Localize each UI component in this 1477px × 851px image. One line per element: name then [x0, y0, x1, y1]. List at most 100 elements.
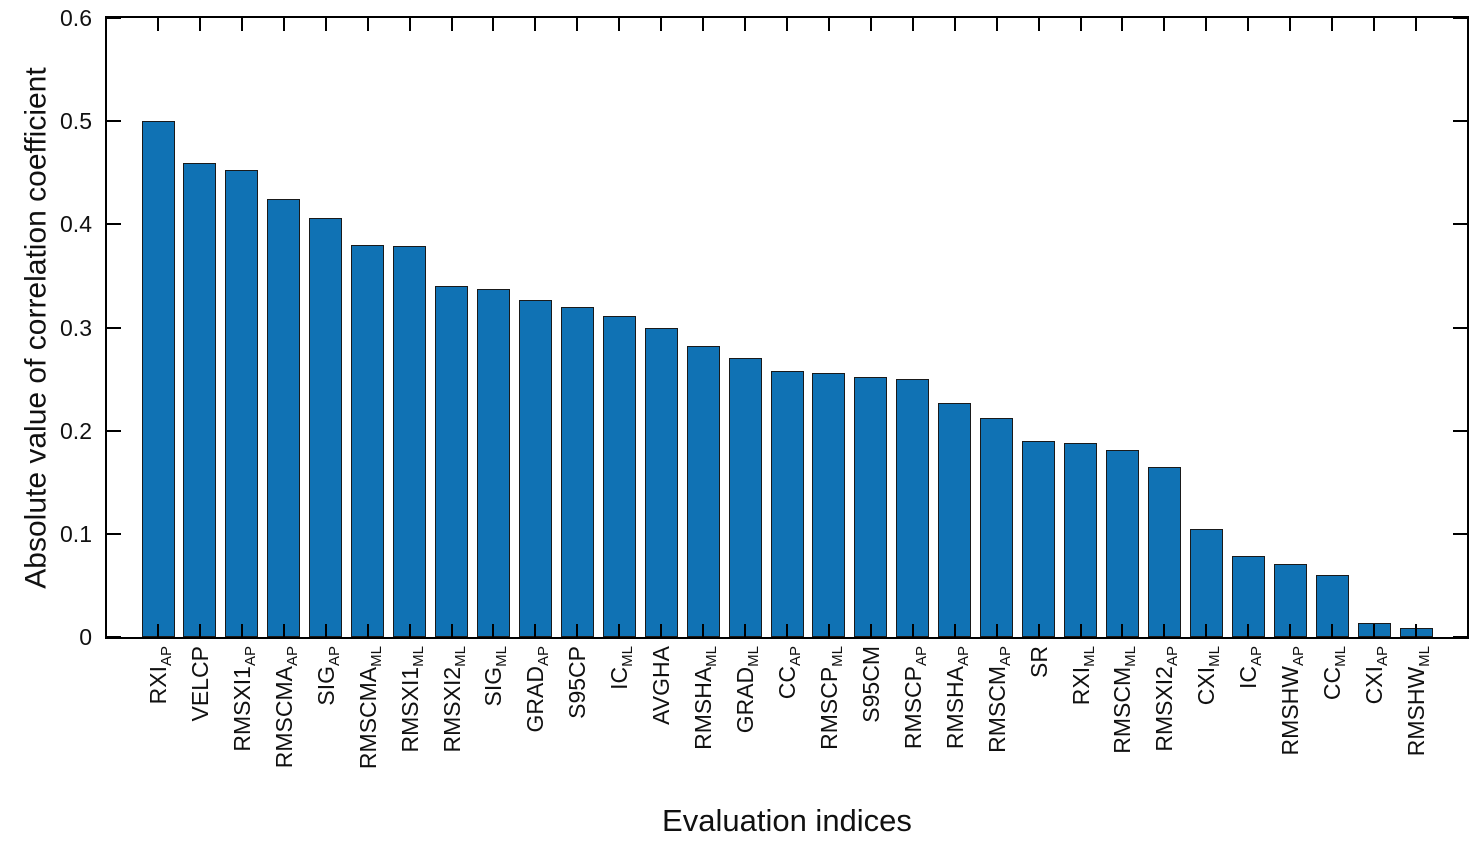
x-tick-label: CCML — [1319, 646, 1350, 701]
x-tick-label-subscript: AP — [325, 646, 343, 667]
bar-CXI-ML — [1189, 528, 1223, 637]
y-axis-tick-right — [1453, 326, 1467, 329]
bar-VELCP — [183, 163, 217, 637]
x-axis-tick-top — [282, 18, 285, 31]
bar-RMSCM-AP — [980, 418, 1014, 637]
bar-RMSXI2-AP — [1147, 466, 1181, 637]
x-axis-tick-top — [1205, 18, 1208, 31]
x-axis-tick-bottom — [576, 624, 579, 637]
x-tick-label-subscript: ML — [1080, 646, 1098, 667]
x-tick-label-subscript: AP — [535, 646, 553, 667]
x-axis-tick-bottom — [1121, 624, 1124, 637]
x-axis-tick-bottom — [1205, 624, 1208, 637]
x-axis-tick-top — [1331, 18, 1334, 31]
y-tick-label: 0.3 — [60, 314, 92, 341]
bar-RMSCMA-AP — [267, 198, 301, 637]
x-axis-tick-top — [911, 18, 914, 31]
x-tick-label-subscript: ML — [1332, 646, 1350, 667]
x-tick-label: RMSHWML — [1403, 646, 1433, 757]
x-tick-label: RMSXI1ML — [396, 646, 427, 753]
x-tick-label: RMSXI2ML — [438, 646, 469, 753]
x-tick-label-subscript: ML — [828, 646, 846, 667]
x-tick-label-subscript: ML — [745, 646, 763, 667]
x-tick-label-subscript: ML — [367, 646, 385, 667]
x-tick-label-subscript: ML — [703, 646, 721, 667]
x-tick-label: RMSXI1AP — [228, 646, 259, 752]
x-tick-label-subscript: ML — [1206, 646, 1224, 667]
x-tick-label-subscript: AP — [954, 646, 972, 667]
bar-IC-AP — [1231, 555, 1265, 637]
bar-RMSXI1-ML — [393, 246, 427, 637]
x-axis-tick-bottom — [1079, 624, 1082, 637]
y-tick-label: 0.5 — [60, 108, 92, 135]
x-tick-label-subscript: AP — [787, 646, 804, 667]
x-tick-label-subscript: ML — [1416, 646, 1433, 667]
y-axis-tick-left — [107, 636, 121, 638]
bar-RMSCP-AP — [896, 379, 930, 637]
x-axis-tick-bottom — [953, 624, 956, 637]
x-tick-label: AVGHA — [648, 646, 675, 725]
x-axis-tick-bottom — [702, 624, 705, 637]
bar-RXI-AP — [141, 121, 175, 637]
x-axis-tick-top — [1037, 18, 1040, 31]
x-axis-tick-bottom — [995, 624, 998, 637]
x-axis-tick-top — [492, 18, 495, 31]
bar-IC-ML — [602, 316, 636, 637]
x-axis-tick-top — [1079, 18, 1082, 31]
x-tick-label: RMSCPML — [815, 646, 846, 750]
y-axis-tick-right — [1453, 532, 1467, 535]
y-tick-label: 0.1 — [60, 520, 92, 547]
x-axis-tick-bottom — [1037, 624, 1040, 637]
x-tick-label: CCAP — [774, 646, 804, 700]
x-axis-tick-bottom — [282, 624, 285, 637]
bar-GRAD-ML — [728, 358, 762, 637]
x-tick-label: RMSCMML — [1109, 646, 1140, 754]
x-tick-label-subscript: AP — [241, 646, 259, 667]
x-axis-tick-bottom — [618, 624, 621, 637]
y-axis-tick-right — [1453, 17, 1467, 19]
y-axis-tick-left — [107, 429, 121, 432]
x-tick-label-subscript: ML — [619, 646, 637, 667]
y-axis-tick-left — [107, 326, 121, 329]
x-axis-tick-top — [240, 18, 243, 31]
x-axis-tick-bottom — [324, 624, 327, 637]
x-axis-tick-top — [869, 18, 872, 31]
x-axis-tick-top — [1415, 18, 1417, 31]
bar-S95CP — [560, 306, 594, 637]
y-tick-label: 0.4 — [60, 211, 92, 238]
plot-area — [105, 16, 1469, 639]
x-tick-label: RXIML — [1067, 646, 1098, 706]
x-axis-tick-bottom — [450, 624, 453, 637]
x-tick-label-subscript: AP — [283, 646, 301, 667]
x-tick-label-subscript: ML — [409, 646, 427, 667]
y-axis-tick-right — [1453, 429, 1467, 432]
x-tick-label-subscript: AP — [1248, 646, 1266, 667]
x-axis-tick-top — [1163, 18, 1166, 31]
x-tick-label: RXIAP — [145, 646, 175, 705]
bar-RMSHA-ML — [686, 346, 720, 637]
bar-SR — [1022, 440, 1056, 637]
x-tick-label-subscript: AP — [1374, 646, 1392, 667]
x-axis-tick-top — [1247, 18, 1250, 31]
x-axis-tick-bottom — [492, 624, 495, 637]
x-axis-tick-bottom — [744, 624, 747, 637]
x-axis-tick-bottom — [911, 624, 914, 637]
bar-RXI-ML — [1064, 443, 1098, 637]
y-tick-label: 0.6 — [60, 5, 92, 31]
x-axis-tick-bottom — [869, 624, 872, 637]
x-axis-tick-bottom — [1163, 624, 1166, 637]
x-axis-tick-top — [1373, 18, 1376, 31]
x-tick-label: GRADML — [732, 646, 763, 734]
x-tick-label-subscript: AP — [1164, 646, 1182, 667]
bar-RMSXI2-ML — [435, 286, 469, 637]
x-tick-label: RMSCPAP — [899, 646, 930, 750]
x-tick-label: S95CM — [857, 646, 884, 723]
x-tick-label: RMSHAAP — [941, 646, 972, 750]
x-tick-label: RMSHAML — [690, 646, 721, 750]
y-axis-tick-right — [1453, 120, 1467, 123]
bar-RMSCMA-ML — [351, 244, 385, 637]
bar-AVGHA — [644, 327, 678, 637]
x-tick-label: VELCP — [186, 646, 213, 722]
x-tick-label: SR — [1025, 646, 1052, 678]
